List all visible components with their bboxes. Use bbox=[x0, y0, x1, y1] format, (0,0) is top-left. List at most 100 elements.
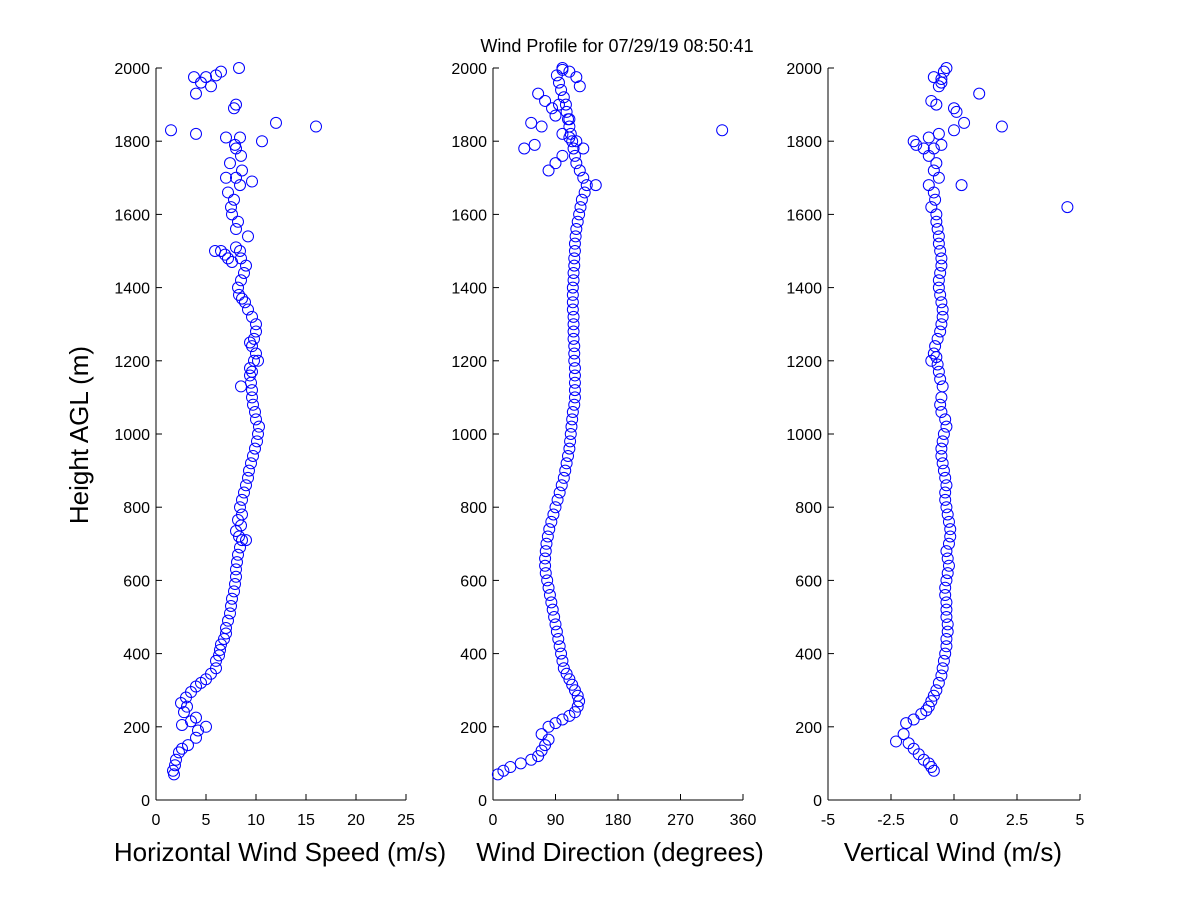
data-point bbox=[910, 138, 923, 151]
y-tick-label: 1200 bbox=[786, 354, 822, 371]
data-point bbox=[902, 737, 915, 750]
wind-direction-panel: 0 200 400 600 800 1000 1200 1400 1600 1800 2000 0 90… bbox=[451, 61, 756, 829]
data-point bbox=[940, 640, 953, 653]
y-tick-label: 1200 bbox=[451, 354, 487, 371]
x-tick-label: 10 bbox=[247, 812, 265, 829]
data-point bbox=[539, 559, 552, 572]
x-tick-label: 20 bbox=[347, 812, 365, 829]
data-point bbox=[246, 310, 258, 323]
data-point bbox=[568, 684, 581, 697]
data-point bbox=[948, 124, 960, 137]
y-tick-label: 1600 bbox=[451, 207, 487, 224]
data-point bbox=[567, 325, 580, 338]
y-tick-label: 400 bbox=[123, 647, 150, 664]
data-point bbox=[936, 435, 949, 448]
data-point bbox=[215, 638, 227, 651]
data-point bbox=[230, 563, 242, 576]
data-point bbox=[566, 135, 579, 148]
y-tick-label: 1200 bbox=[114, 354, 150, 371]
data-point bbox=[935, 669, 948, 682]
data-point bbox=[242, 230, 254, 243]
data-point bbox=[567, 318, 580, 331]
x-tick-label: 0 bbox=[489, 812, 498, 829]
data-point bbox=[937, 464, 950, 477]
data-point bbox=[232, 215, 244, 228]
data-point bbox=[927, 764, 940, 777]
data-point bbox=[936, 380, 949, 393]
data-point bbox=[240, 259, 252, 272]
data-point bbox=[220, 621, 232, 634]
x-tick-label: 15 bbox=[297, 812, 315, 829]
data-point bbox=[222, 186, 234, 199]
data-point bbox=[936, 310, 949, 323]
data-point bbox=[228, 102, 240, 115]
data-point bbox=[545, 596, 558, 609]
data-point bbox=[546, 603, 559, 616]
data-point bbox=[236, 534, 248, 547]
data-point bbox=[927, 186, 940, 199]
data-point bbox=[577, 171, 590, 184]
data-point bbox=[922, 131, 935, 144]
data-point bbox=[233, 288, 245, 301]
data-point bbox=[246, 384, 258, 397]
data-point bbox=[210, 662, 222, 675]
data-point bbox=[940, 545, 953, 558]
data-point bbox=[930, 208, 943, 221]
data-point bbox=[568, 376, 581, 389]
data-point bbox=[247, 398, 259, 411]
data-point bbox=[941, 508, 954, 521]
data-point bbox=[568, 245, 581, 257]
y-axis-label: Height AGL (m) bbox=[64, 346, 94, 524]
data-point bbox=[566, 281, 579, 294]
data-point bbox=[559, 464, 572, 477]
data-point bbox=[934, 373, 947, 386]
data-point bbox=[925, 761, 938, 774]
data-point bbox=[242, 303, 254, 316]
data-point bbox=[555, 647, 568, 660]
x-tick-label: 5 bbox=[202, 812, 211, 829]
data-point bbox=[927, 689, 940, 702]
data-point bbox=[236, 292, 248, 305]
data-point bbox=[897, 728, 910, 741]
data-point bbox=[935, 259, 948, 272]
x-axis-label-horizontal-speed: Horizontal Wind Speed (m/s) bbox=[114, 837, 446, 867]
data-point bbox=[907, 135, 920, 148]
data-point bbox=[229, 138, 241, 151]
data-point bbox=[941, 625, 954, 638]
data-point bbox=[922, 700, 935, 713]
data-point bbox=[224, 607, 236, 620]
data-point bbox=[570, 157, 583, 170]
data-point bbox=[234, 501, 246, 514]
y-tick-label: 200 bbox=[795, 720, 822, 737]
data-point bbox=[920, 704, 933, 717]
data-point bbox=[566, 296, 579, 309]
data-point bbox=[931, 332, 944, 345]
data-point bbox=[927, 142, 940, 155]
data-point bbox=[935, 318, 948, 331]
data-point bbox=[560, 667, 573, 680]
data-point bbox=[518, 142, 531, 155]
y-tick-label: 1000 bbox=[786, 427, 822, 444]
data-point bbox=[935, 406, 948, 419]
data-point bbox=[251, 435, 263, 448]
data-point bbox=[557, 471, 570, 484]
y-tick-label: 0 bbox=[141, 793, 150, 810]
data-point bbox=[557, 662, 570, 675]
data-point bbox=[934, 245, 947, 257]
data-point bbox=[215, 65, 227, 78]
data-point bbox=[939, 486, 952, 499]
data-point bbox=[941, 552, 954, 565]
data-point bbox=[930, 215, 943, 228]
data-point bbox=[546, 102, 559, 115]
data-point bbox=[930, 157, 943, 170]
data-point bbox=[252, 354, 264, 367]
data-point bbox=[230, 171, 242, 184]
data-point bbox=[559, 98, 572, 111]
data-point bbox=[190, 127, 202, 140]
data-point bbox=[242, 471, 254, 484]
data-point bbox=[542, 164, 555, 177]
y-tick-label: 800 bbox=[795, 500, 822, 517]
data-point bbox=[552, 632, 565, 645]
data-point bbox=[931, 358, 944, 371]
